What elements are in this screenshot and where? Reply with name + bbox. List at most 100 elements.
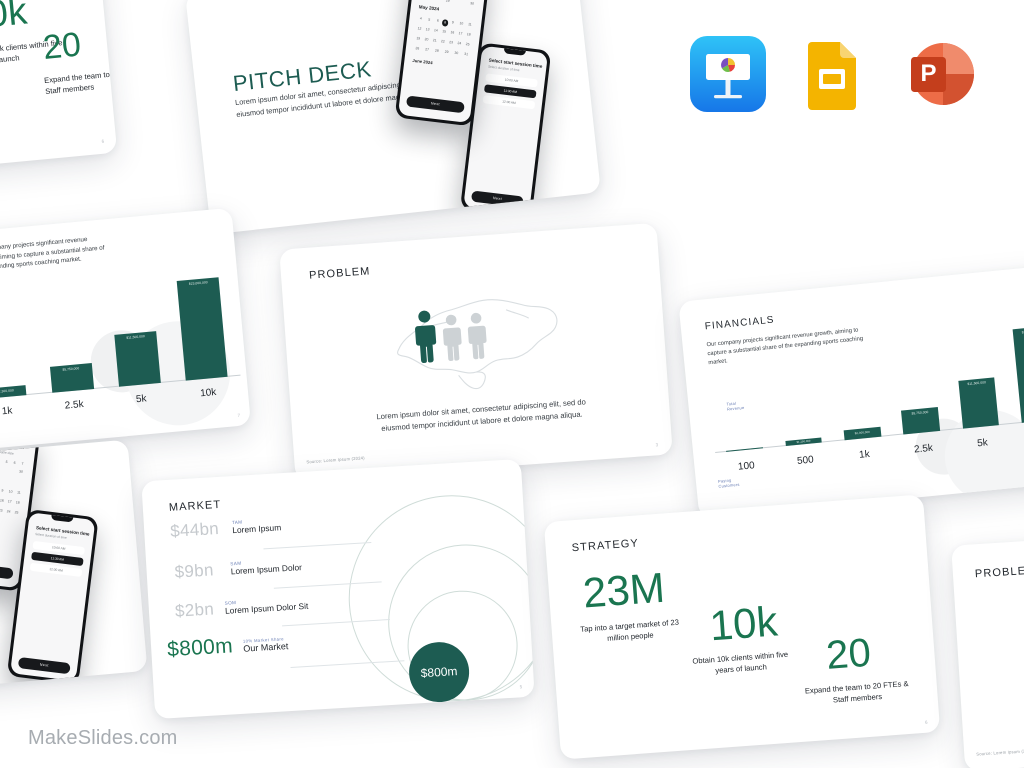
- market-title: MARKET: [168, 498, 222, 514]
- problem-source: Source: Lorem Ipsum (2024): [306, 455, 365, 465]
- market-row-our: $800m: [167, 634, 234, 662]
- bar: $5,750,000: [901, 407, 941, 435]
- calendar-week-3: 19 20 21 22 23 24 25: [414, 36, 472, 47]
- financials-title: FINANCIALS: [704, 314, 775, 333]
- strategy-stat-1-value: 10k: [708, 597, 780, 650]
- category-label: 1k: [858, 448, 871, 461]
- person-icon-muted: [467, 312, 487, 360]
- phone-screen-session-date: Select start session date Select session…: [397, 0, 488, 124]
- slide-financials-partial[interactable]: Our company projects significant revenue…: [0, 207, 252, 463]
- calendar-cell[interactable]: 11: [16, 490, 21, 495]
- calendar-cell[interactable]: 6: [436, 18, 439, 23]
- calendar-cell[interactable]: 30: [18, 469, 24, 474]
- calendar-cell[interactable]: 31: [463, 51, 469, 57]
- market-amount-highlight: $800m: [166, 634, 234, 662]
- slide-problem[interactable]: PROBLEM Lorem ipsum dolor sit amet, cons…: [279, 222, 673, 482]
- market-leader-line: [263, 541, 372, 550]
- calendar-month-current: May 2024: [418, 4, 440, 12]
- market-name: Lorem Ipsum: [232, 522, 282, 536]
- calendar-week-4: 26 27 28 29 30 31: [413, 46, 471, 57]
- session-time-next-label-edge: Next: [39, 662, 50, 668]
- market-row-sam-labels: SAM Lorem Ipsum Dolor: [230, 557, 302, 577]
- strategy-stat-0-value: 23M: [581, 563, 667, 617]
- chart-xlabel: Paying Customers: [717, 477, 740, 490]
- strategy-stat-2-caption: Expand the team to 20 FTEs & Staff membe…: [804, 678, 909, 705]
- bar-column: $5,750,000: [37, 362, 106, 394]
- site-brand-wordmark: MakeSlides.com: [28, 727, 178, 749]
- bar-column: $23,000,000: [164, 276, 240, 382]
- market-amount: $44bn: [169, 518, 220, 541]
- session-time-next-button-edge[interactable]: Next: [17, 656, 71, 675]
- bar-value-label: $11,500,000: [967, 380, 987, 387]
- calendar-prev-row-edge: 1 2 3 4 5 6 7: [0, 455, 27, 466]
- bar-value-label: $11,500,000: [126, 334, 145, 340]
- slide-phone-mockup-partial[interactable]: Select start session date Select session…: [0, 439, 148, 697]
- problem-edge-source: Source: Lorem Ipsum (2024): [976, 747, 1024, 757]
- market-row-tam-labels: TAM Lorem Ipsum: [232, 517, 282, 536]
- slide-market[interactable]: MARKET $800m $44bn TAM Lorem Ipsum $9bn …: [141, 458, 535, 720]
- bar: $2,300,000: [843, 426, 882, 441]
- session-date-next-button[interactable]: Next: [405, 95, 465, 114]
- strategy-edge-stat-0-value: 10k: [0, 0, 29, 39]
- bar: $23,000,000: [1012, 325, 1024, 423]
- calendar-cell[interactable]: 29: [0, 466, 2, 471]
- market-amount: $2bn: [174, 599, 215, 621]
- market-name: Our Market: [243, 641, 289, 654]
- calendar-cell[interactable]: 11: [467, 22, 472, 27]
- apple-keynote-icon[interactable]: [690, 36, 766, 112]
- bar-column: $11,500,000: [947, 376, 1011, 430]
- bar: $11,500,000: [957, 377, 1000, 429]
- calendar-cell[interactable]: 18: [15, 500, 20, 505]
- market-page-number: 5: [519, 684, 523, 690]
- phone-screen-session-time-edge: Select start session time Select duratio…: [10, 512, 96, 682]
- category-label: 1k: [1, 405, 13, 418]
- calendar-cell[interactable]: 26: [415, 46, 420, 51]
- calendar-cell[interactable]: 7: [21, 461, 24, 466]
- calendar-cell[interactable]: 29: [444, 49, 449, 55]
- bar-value-label: $23,000,000: [1021, 328, 1024, 335]
- slide-financials[interactable]: FINANCIALS Our company projects signific…: [678, 263, 1024, 519]
- slide-problem-partial[interactable]: PROBLEM Source: Lorem Ipsum (2024): [951, 530, 1024, 768]
- session-date-next-button-edge[interactable]: Next: [0, 561, 14, 580]
- market-row-tam: $44bn: [170, 519, 220, 542]
- session-date-next-label-edge: Next: [0, 562, 14, 580]
- calendar-cell[interactable]: 25: [465, 42, 470, 47]
- bar-value-label: $2,300,000: [854, 429, 870, 435]
- market-row-our-labels: 10% Market Share Our Market: [243, 636, 289, 654]
- calendar-cell[interactable]: 30: [454, 50, 459, 56]
- calendar-cell[interactable]: 25: [14, 510, 19, 515]
- calendar-cell[interactable]: 30: [470, 1, 475, 6]
- calendar-week-edge-1: 4 5 6 8 9 10 11: [0, 484, 23, 498]
- bar: $23,000,000: [177, 277, 228, 381]
- session-time-next-label: Next: [492, 196, 503, 202]
- google-slides-icon[interactable]: [796, 36, 872, 112]
- slide-strategy-partial[interactable]: 10k Obtain 10k clients within five years…: [0, 0, 118, 183]
- phone-notch: [50, 514, 74, 523]
- slide-strategy[interactable]: STRATEGY 23M Tap into a target market of…: [543, 494, 941, 760]
- strategy-stat-1-caption: Obtain 10k clients within five years of …: [692, 649, 789, 676]
- slide-pitch-deck[interactable]: PITCH DECK Lorem ipsum dolor sit amet, c…: [185, 0, 601, 235]
- person-icon-muted: [442, 314, 462, 362]
- bar: $1,150,000: [785, 437, 823, 447]
- calendar-month-next: June 2024: [412, 57, 433, 66]
- microsoft-powerpoint-icon[interactable]: P: [902, 36, 978, 112]
- session-time-next-button[interactable]: Next: [470, 190, 524, 208]
- session-date-subtitle-edge: Select session available date: [0, 447, 15, 456]
- category-label: 10k: [1012, 429, 1024, 446]
- phone-notch: [503, 48, 527, 56]
- calendar-cell[interactable]: 29: [445, 0, 450, 3]
- problem-body: Lorem ipsum dolor sit amet, consectetur …: [376, 397, 587, 433]
- session-date-next-label: Next: [430, 101, 441, 107]
- supported-app-icons: P: [690, 36, 990, 114]
- financials-edge-body: Our company projects significant revenue…: [0, 235, 105, 272]
- calendar-cell[interactable]: 18: [466, 32, 471, 37]
- bar-value-label: $2,300,000: [0, 388, 14, 394]
- problem-page-number: 3: [655, 442, 659, 448]
- strategy-edge-stat-1-value: 20: [41, 25, 83, 67]
- calendar-cell[interactable]: 28: [434, 48, 439, 53]
- market-row-som: $2bn: [174, 599, 214, 621]
- problem-title: PROBLEM: [308, 265, 371, 282]
- calendar-cell[interactable]: 27: [425, 47, 430, 52]
- strategy-stat-2-value: 20: [824, 630, 873, 678]
